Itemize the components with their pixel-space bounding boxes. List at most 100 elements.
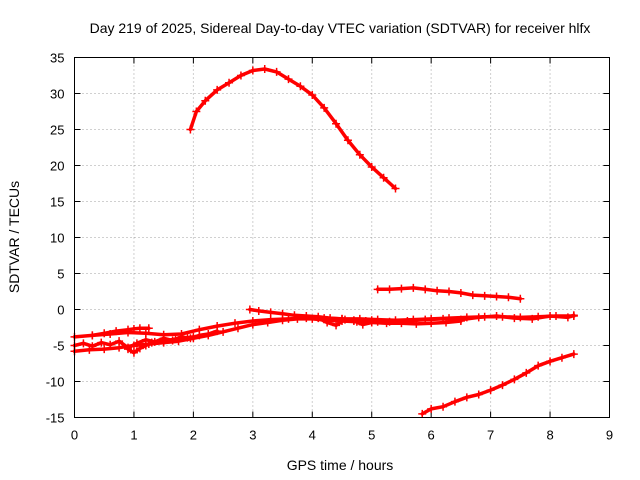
x-tick-label: 7 <box>487 428 494 443</box>
data-point <box>260 65 269 74</box>
plot-frame <box>74 57 610 418</box>
data-point <box>403 317 412 326</box>
y-tick-label: 30 <box>50 87 64 102</box>
data-point <box>323 318 332 327</box>
data-point <box>263 318 272 327</box>
data-point <box>498 381 507 390</box>
data-point <box>195 331 204 340</box>
data-point <box>385 317 394 326</box>
data-point <box>340 315 349 324</box>
x-tick-label: 8 <box>546 428 553 443</box>
y-tick-label: 15 <box>50 195 64 210</box>
data-point <box>296 82 305 91</box>
data-point <box>248 320 257 329</box>
data-point <box>213 85 222 94</box>
chart-title: Day 219 of 2025, Sidereal Day-to-day VTE… <box>90 20 591 36</box>
data-point <box>171 335 180 344</box>
y-tick-label: 20 <box>50 159 64 174</box>
grid <box>74 57 610 418</box>
series-arc-e-points <box>124 332 198 357</box>
data-point <box>225 78 234 87</box>
data-point <box>204 329 213 338</box>
series-arc-high <box>188 67 398 191</box>
data-point <box>290 311 299 320</box>
data-point <box>462 393 471 402</box>
series-arc-g-points <box>367 311 578 326</box>
y-tick-label: -15 <box>46 411 65 426</box>
data-point <box>314 314 323 323</box>
data-point <box>100 329 109 338</box>
x-tick-label: 1 <box>130 428 137 443</box>
series-group <box>70 65 578 418</box>
x-tick-label: 3 <box>249 428 256 443</box>
data-point <box>129 348 138 357</box>
data-point <box>135 344 144 353</box>
data-point <box>456 315 465 324</box>
data-point <box>147 338 156 347</box>
data-point <box>231 319 239 328</box>
data-point <box>201 96 210 105</box>
data-point <box>510 314 519 323</box>
data-point <box>486 386 495 395</box>
y-axis-label: SDTVAR / TECUs <box>6 181 22 293</box>
data-point <box>320 103 329 112</box>
series-arc-high-points <box>186 65 400 193</box>
data-point <box>528 314 537 323</box>
data-point <box>79 339 88 348</box>
data-point <box>115 337 124 346</box>
data-point <box>245 305 254 314</box>
data-point <box>492 292 501 301</box>
data-point <box>450 397 459 406</box>
data-point <box>427 404 436 413</box>
data-point <box>385 285 394 294</box>
data-point <box>332 321 341 330</box>
data-point <box>367 318 376 327</box>
data-point <box>439 314 448 323</box>
data-point <box>326 314 335 323</box>
data-point <box>272 67 281 76</box>
x-tick-label: 2 <box>190 428 197 443</box>
data-point <box>141 341 150 350</box>
data-point <box>569 350 578 359</box>
data-point <box>474 390 483 399</box>
data-point <box>284 75 293 84</box>
data-point <box>492 311 501 320</box>
data-point <box>88 342 97 351</box>
data-point <box>522 368 531 377</box>
data-point <box>144 324 153 333</box>
data-point <box>254 306 263 315</box>
x-tick-label: 9 <box>606 428 613 443</box>
data-point <box>278 309 287 318</box>
data-point <box>358 320 367 329</box>
data-point <box>445 287 453 296</box>
y-tick-label: -10 <box>46 375 65 390</box>
y-tick-label: 0 <box>57 303 64 318</box>
x-axis-label: GPS time / hours <box>287 457 394 473</box>
data-point <box>367 162 376 171</box>
data-point <box>266 308 275 317</box>
data-point <box>88 331 97 340</box>
data-point <box>343 136 352 145</box>
data-point <box>124 345 132 354</box>
data-point <box>97 338 106 347</box>
data-point <box>510 375 519 384</box>
data-point <box>248 66 257 75</box>
data-point <box>192 107 201 116</box>
data-point <box>135 324 144 333</box>
data-point <box>100 345 109 354</box>
y-tick-label: -5 <box>53 339 65 354</box>
x-tick-label: 4 <box>309 428 316 443</box>
series-arc-h-points <box>314 314 376 330</box>
data-point <box>349 317 358 326</box>
y-tick-label: 10 <box>50 231 64 246</box>
data-point <box>546 357 555 366</box>
data-point <box>189 332 198 341</box>
data-point <box>409 283 418 292</box>
x-tick-label: 5 <box>368 428 375 443</box>
data-point <box>391 184 400 193</box>
data-point <box>439 402 448 411</box>
data-point <box>504 293 513 302</box>
data-point <box>516 294 525 303</box>
data-point <box>332 119 341 128</box>
